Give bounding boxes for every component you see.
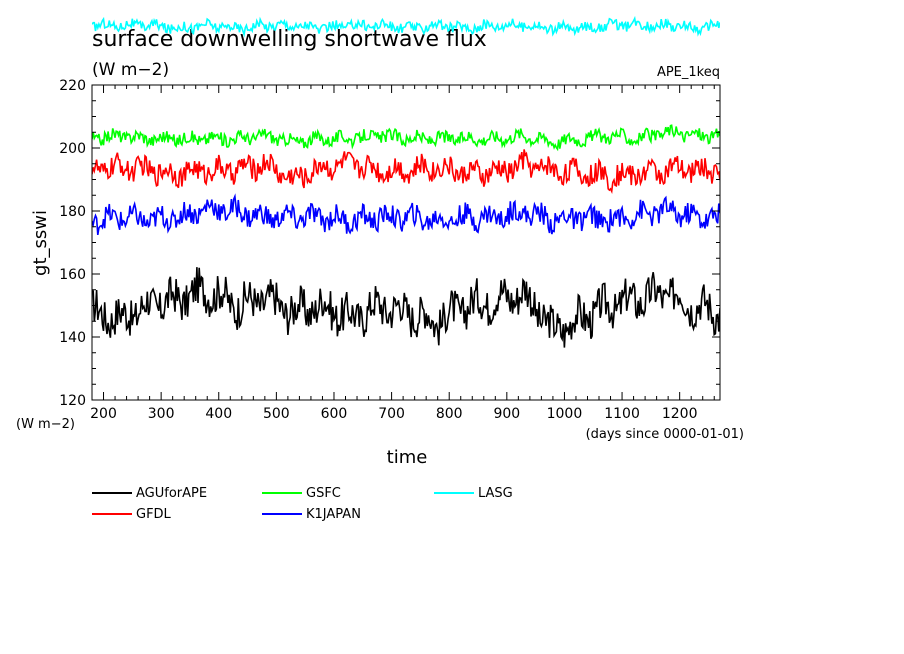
legend: AGUforAPE GSFC LASG GFDL K1JAPAN xyxy=(92,486,513,522)
series-line-k1japan xyxy=(92,193,720,236)
x-axis-label: time xyxy=(387,447,428,468)
legend-label-lasg: LASG xyxy=(478,486,513,501)
x-tick-label: 600 xyxy=(321,406,348,422)
x-tick-label: 300 xyxy=(148,406,175,422)
chart-annotation: APE_1keq xyxy=(657,65,720,80)
x-tick-label: 400 xyxy=(205,406,232,422)
y-units-label: (W m−2) xyxy=(16,417,75,432)
y-tick-label: 200 xyxy=(59,141,86,157)
x-tick-label: 900 xyxy=(493,406,520,422)
y-tick-label: 220 xyxy=(59,78,86,94)
y-tick-label: 180 xyxy=(59,204,86,220)
legend-label-k1japan: K1JAPAN xyxy=(306,507,361,522)
chart-title: surface downwelling shortwave flux xyxy=(92,27,487,52)
x-tick-label: 500 xyxy=(263,406,290,422)
plot-frame xyxy=(91,84,721,401)
x-tick-label: 800 xyxy=(436,406,463,422)
x-tick-label: 1100 xyxy=(604,406,640,422)
x-tick-label: 1200 xyxy=(662,406,698,422)
x-tick-label: 200 xyxy=(90,406,117,422)
legend-label-aguforape: AGUforAPE xyxy=(136,486,207,501)
y-axis-label: gt_sswi xyxy=(30,210,51,276)
x-tick-label: 700 xyxy=(378,406,405,422)
series-line-lasg xyxy=(92,15,720,38)
x-units-label: (days since 0000-01-01) xyxy=(586,427,744,442)
series-line-gsfc xyxy=(92,124,720,152)
legend-label-gfdl: GFDL xyxy=(136,507,172,522)
chart-units: (W m−2) xyxy=(92,60,169,80)
y-tick-label: 120 xyxy=(59,393,86,409)
series-layer xyxy=(92,15,720,348)
x-tick-label: 1000 xyxy=(547,406,583,422)
series-line-aguforape xyxy=(92,267,720,348)
legend-label-gsfc: GSFC xyxy=(306,486,341,501)
y-tick-label: 160 xyxy=(59,267,86,283)
series-line-gfdl xyxy=(92,149,720,195)
y-tick-label: 140 xyxy=(59,330,86,346)
ticks-layer: 200 300 400 500 600 700 800 900 1000 1100 1200 120 1… xyxy=(59,78,720,422)
